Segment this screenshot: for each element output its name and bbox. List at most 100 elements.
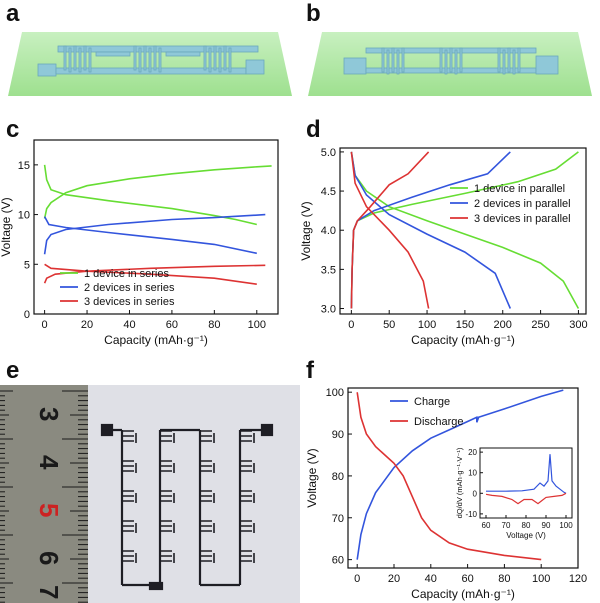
series-line-0: [43, 165, 272, 219]
y-axis-label: Voltage (V): [0, 197, 13, 256]
y-tick-label: 10: [18, 210, 30, 222]
panel-letter-b: b: [306, 0, 321, 27]
electrode-pattern: [37, 45, 265, 77]
panel-letter-d: d: [306, 116, 321, 143]
x-tick-label: 120: [569, 573, 587, 585]
legend-entry-2: 3 devices in parallel: [474, 213, 571, 225]
series-line-1: [356, 392, 542, 561]
inset-x-tick-label: 60: [482, 521, 491, 530]
inset-y-tick-label: 0: [473, 489, 478, 498]
comb-electrode: [122, 430, 137, 443]
x-tick-label: 0: [42, 319, 48, 331]
y-tick-label: 5: [24, 259, 30, 271]
x-tick-label: 250: [531, 319, 549, 331]
series-line-0: [43, 164, 257, 226]
x-axis-label: Capacity (mAh·g⁻¹): [104, 333, 208, 347]
inset-x-tick-label: 100: [559, 521, 573, 530]
comb-electrode: [122, 460, 137, 473]
inset-y-tick-label: 20: [468, 448, 477, 457]
y-tick-label: 0: [24, 309, 30, 321]
y-axis-label: Voltage (V): [300, 201, 313, 260]
ruler-number-6: 6: [34, 551, 64, 565]
comb-electrode: [200, 550, 215, 563]
x-tick-label: 80: [498, 573, 510, 585]
panel-letter-f: f: [306, 357, 314, 384]
comb-electrode: [240, 430, 255, 443]
series-line-1: [43, 216, 257, 255]
panel-e-photo: 3 4 5 6 7: [0, 385, 300, 603]
chart-d: 0 50 100 150 200 250 300 3.0 3.5 4.0 4.5 5.0 Capacit…: [300, 147, 588, 347]
chart-c: 0 20 40 60 80 100 0 5 10 15 Capacity (mAh·g⁻¹) Volt…: [0, 139, 279, 347]
legend-entry-1: 2 devices in parallel: [474, 198, 571, 210]
plot-frame: [339, 147, 587, 315]
electrode-pattern: [343, 47, 559, 75]
comb-electrode: [240, 550, 255, 563]
x-tick-label: 20: [81, 319, 93, 331]
y-tick-label: 100: [326, 387, 344, 399]
comb-electrode: [160, 490, 175, 503]
inset-x-tick-label: 80: [522, 521, 531, 530]
comb-electrode: [240, 520, 255, 533]
x-tick-label: 100: [248, 319, 266, 331]
panel-letter-e: e: [6, 357, 20, 384]
comb-electrode: [200, 490, 215, 503]
legend-entry-1: 2 devices in series: [84, 282, 175, 294]
photo-background: [88, 385, 300, 603]
series-line-2: [350, 151, 430, 309]
x-axis-label: Capacity (mAh·g⁻¹): [411, 333, 515, 347]
inset-x-tick-label: 70: [502, 521, 511, 530]
link-pad: [148, 581, 164, 591]
y-tick-label: 90: [332, 429, 344, 441]
panel-letter-a: a: [6, 0, 20, 27]
y-tick-label: 5.0: [321, 147, 336, 159]
series-line-2: [44, 263, 257, 285]
y-tick-label: 3.0: [321, 304, 336, 316]
comb-electrode: [160, 520, 175, 533]
comb-electrode: [200, 460, 215, 473]
x-axis-label: Capacity (mAh·g⁻¹): [411, 587, 515, 601]
x-tick-label: 100: [532, 573, 550, 585]
x-tick-label: 150: [456, 319, 474, 331]
legend-entry-1: Discharge: [414, 416, 464, 428]
ruler-number-7: 7: [34, 585, 64, 599]
contact-pad: [260, 423, 274, 437]
series-line-1: [350, 151, 512, 309]
legend-entry-0: 1 device in series: [84, 268, 169, 280]
contact-pad: [100, 423, 114, 437]
series-line-0: [350, 151, 580, 309]
y-tick-label: 15: [18, 160, 30, 172]
printed-device: [100, 423, 274, 591]
legend-entry-2: 3 devices in series: [84, 296, 175, 308]
plot-frame: [347, 387, 579, 569]
x-tick-label: 0: [348, 319, 354, 331]
y-tick-label: 70: [332, 513, 344, 525]
x-tick-label: 40: [123, 319, 135, 331]
comb-electrode: [160, 460, 175, 473]
x-tick-label: 40: [425, 573, 437, 585]
x-tick-label: 100: [418, 319, 436, 331]
x-tick-label: 0: [354, 573, 360, 585]
series-line-2: [350, 151, 430, 309]
plot-frame: [33, 139, 279, 315]
comb-electrode: [122, 550, 137, 563]
ruler-number-4: 4: [34, 455, 64, 470]
inset-frame: [479, 447, 573, 519]
x-tick-label: 300: [569, 319, 587, 331]
ruler-numbers: 3 4 5 6 7: [34, 407, 64, 599]
x-tick-label: 20: [388, 573, 400, 585]
x-tick-label: 80: [208, 319, 220, 331]
series-line-1: [350, 151, 511, 309]
ruler-number-3: 3: [34, 407, 64, 421]
legend-entry-0: Charge: [414, 396, 450, 408]
panel-letter-c: c: [6, 116, 20, 143]
series-line-1: [43, 213, 266, 255]
y-tick-label: 3.5: [321, 264, 336, 276]
comb-electrode: [160, 550, 175, 563]
comb-electrode: [122, 520, 137, 533]
y-tick-label: 4.0: [321, 225, 336, 237]
ruler: [0, 385, 88, 603]
ruler-number-5: 5: [34, 503, 64, 517]
inset-x-tick-label: 90: [542, 521, 551, 530]
panel-a-render: [8, 32, 292, 96]
inset-y-tick-label: -10: [465, 510, 477, 519]
